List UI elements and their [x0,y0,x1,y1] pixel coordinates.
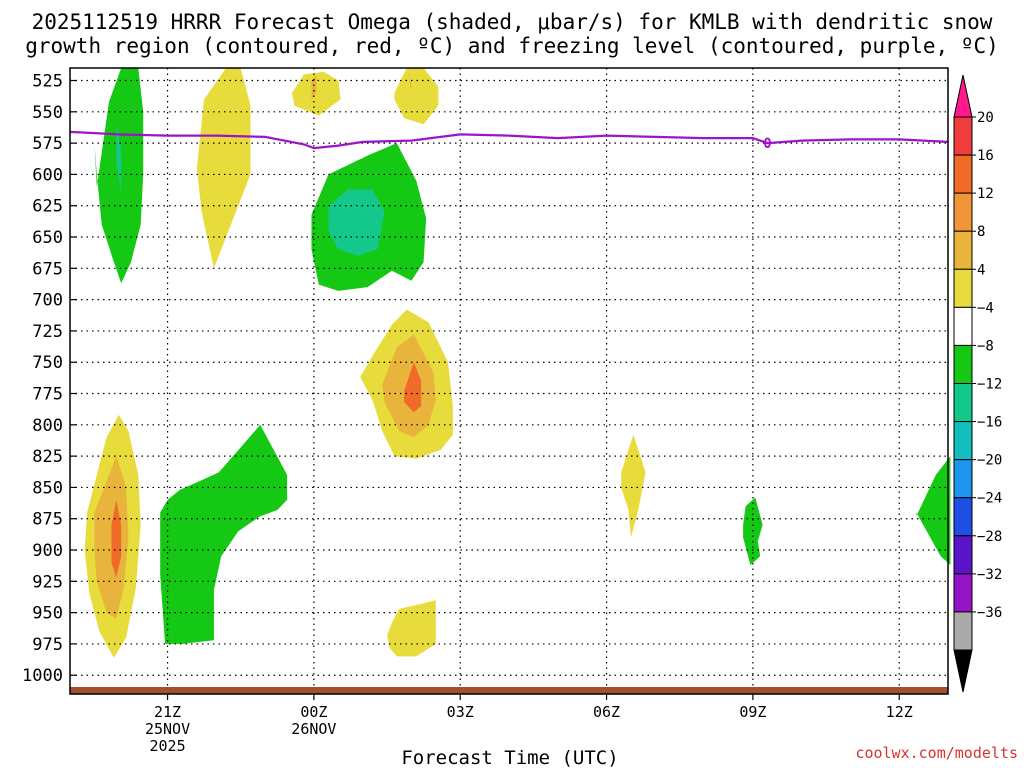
omega-region-13 [94,456,129,619]
grid-lines [70,68,948,694]
colorbar-tick-label: −28 [977,529,1002,545]
y-tick-label: 700 [32,291,63,311]
y-tick-label: 525 [32,72,63,92]
x-tick-label: 2025 [149,737,185,755]
x-tick-label: 06Z [593,703,620,721]
omega-region-19 [916,456,951,565]
colorbar-segment [953,154,973,194]
colorbar-segment [953,459,973,499]
y-tick-label: 850 [32,478,63,498]
colorbar-tick-label: −4 [977,300,994,316]
y-axis: 525 550 575 600 625 650 675 700 725 750 775 800 825 8… [22,72,77,686]
colorbar-segment [953,116,973,156]
y-tick-label: 675 [32,259,63,279]
colorbar-tick-label: −32 [977,567,1002,583]
omega-region-5 [394,68,439,125]
y-tick-label: 925 [32,572,63,592]
omega-region-2 [196,68,251,269]
omega-region-3 [291,71,341,116]
colorbar-segment [953,383,973,423]
colorbar-segment [953,421,973,461]
y-tick-label: 800 [32,416,63,436]
y-tick-label: 1000 [22,666,63,686]
colorbar-tick-label: −8 [977,338,994,354]
omega-region-16 [387,600,436,657]
colorbar: 20 16 12 8 4 −4 −8 −12 −16 −20 −24 −28 −32 −36 [953,74,1002,693]
x-tick-label: 09Z [739,703,766,721]
x-tick-label: 21Z [154,703,181,721]
y-tick-label: 650 [32,228,63,248]
y-tick-label: 600 [32,165,63,185]
colorbar-bottom-triangle [953,649,973,693]
x-tick-label: 26NOV [291,720,336,738]
plot-frame [69,67,949,695]
colorbar-segment [953,306,973,346]
y-tick-label: 875 [32,510,63,530]
x-tick-label: 12Z [886,703,913,721]
colorbar-segment [953,611,973,651]
colorbar-tick-label: 16 [977,148,994,164]
y-tick-label: 975 [32,635,63,655]
colorbar-tick-label: −20 [977,453,1002,469]
y-tick-label: 625 [32,197,63,217]
omega-region-8 [328,189,385,256]
colorbar-segment [953,497,973,537]
y-tick-label: 575 [32,134,63,154]
colorbar-segment [953,573,973,613]
omega-region-6 [409,71,412,91]
chart-title-line-2: growth region (contoured, red, ºC) and f… [25,34,999,58]
y-tick-label: 750 [32,353,63,373]
ground-surface-bar [70,687,948,694]
freezing-level-layer: 0 [69,130,949,152]
x-tick-label: 03Z [447,703,474,721]
y-tick-label: 550 [32,103,63,123]
omega-region-17 [621,434,646,538]
colorbar-tick-label: −36 [977,605,1002,621]
colorbar-segment [953,535,973,575]
colorbar-segment [953,230,973,270]
omega-region-15 [160,424,288,644]
colorbar-tick-label: −24 [977,491,1002,507]
colorbar-tick-label: 12 [977,186,994,202]
colorbar-tick-label: −16 [977,415,1002,431]
omega-region-14 [111,499,122,578]
colorbar-top-triangle [953,74,973,118]
omega-shaded-regions [84,68,951,658]
freezing-level-label: 0 [763,136,771,152]
colorbar-segment [953,192,973,232]
chart-title-line-1: 2025112519 HRRR Forecast Omega (shaded, … [32,10,993,34]
freezing-level-line [69,130,949,150]
x-tick-label: 00Z [300,703,327,721]
credit-link[interactable]: coolwx.com/modelts [855,744,1018,762]
omega-region-11 [404,362,422,413]
colorbar-segment [953,344,973,384]
omega-region-1 [116,124,122,194]
y-tick-label: 900 [32,541,63,561]
colorbar-tick-label: −12 [977,377,1002,393]
y-tick-label: 725 [32,322,63,342]
y-tick-label: 950 [32,604,63,624]
x-tick-label: 25NOV [145,720,190,738]
y-tick-label: 825 [32,447,63,467]
colorbar-tick-label: 4 [977,262,985,278]
colorbar-tick-label: 20 [977,110,994,126]
x-axis-label: Forecast Time (UTC) [401,747,618,768]
colorbar-segment [953,268,973,308]
y-tick-label: 775 [32,385,63,405]
colorbar-tick-label: 8 [977,224,985,240]
